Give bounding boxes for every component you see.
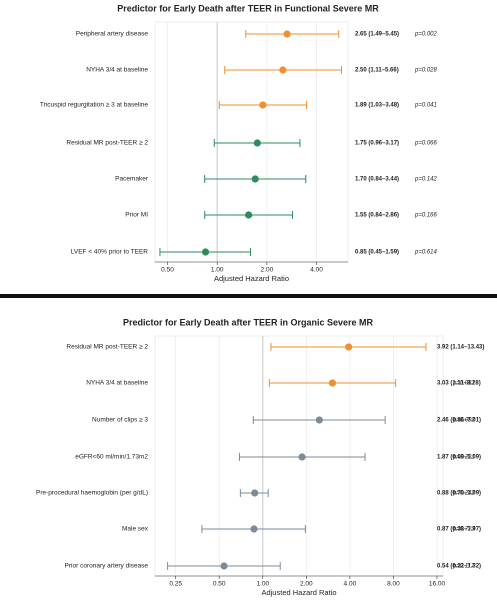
p-value: p=0.092 <box>452 418 476 424</box>
value-label: 2.50 (1.11–5.66) <box>355 68 399 74</box>
p-value: p=0.117 <box>452 564 475 570</box>
point <box>315 416 323 424</box>
value-label: 1.55 (0.84–2.86) <box>355 213 399 219</box>
value-label: 2.65 (1.49–5.45) <box>355 32 399 38</box>
point <box>250 525 258 533</box>
value-label: 0.85 (0.45–1.59) <box>355 250 399 256</box>
x-axis-label: Adjusted Hazard Ratio <box>261 588 336 597</box>
row-label: Prior coronary artery disease <box>65 563 149 570</box>
x-tick-label: 0.50 <box>161 267 174 274</box>
value-label: 0.88 (0.70–1.09) <box>437 491 481 497</box>
x-tick-label: 0.25 <box>169 581 182 588</box>
p-value: p=0.242 <box>452 491 476 497</box>
p-value: p=0.041 <box>414 103 437 109</box>
p-value: p=0.031 <box>452 381 475 387</box>
value-label: 1.87 (0.69–5.09) <box>437 455 481 461</box>
row-label: Pacemaker <box>115 176 149 183</box>
point <box>328 379 337 387</box>
value-label: 2.46 (0.86–7.01) <box>437 418 481 424</box>
row-label: NYHA 3/4 at baseline <box>86 380 148 387</box>
value-label: 0.87 (0.38–1.97) <box>437 527 481 533</box>
value-label: 3.03 (1.11–8.28) <box>437 381 481 387</box>
value-label: 0.54 (0.22–1.32) <box>437 564 481 570</box>
p-value: p=0.221 <box>452 455 475 461</box>
p-value: p=0.066 <box>414 141 438 147</box>
x-tick-label: 1.00 <box>211 267 224 274</box>
x-tick-label: 4.00 <box>344 581 357 588</box>
p-value: p=0.028 <box>414 68 438 74</box>
point <box>298 453 306 461</box>
point <box>251 489 259 497</box>
value-label: 1.89 (1.03–3.48) <box>355 103 399 109</box>
row-label: Residual MR post-TEER ≥ 2 <box>66 140 148 147</box>
x-tick-label: 1.00 <box>256 581 269 588</box>
point <box>245 211 253 219</box>
point <box>259 101 267 109</box>
chart-title: Predictor for Early Death after TEER in … <box>123 317 374 327</box>
p-value: p=0.723 <box>452 527 476 533</box>
row-label: Peripheral artery disease <box>76 31 149 38</box>
plot-panel <box>154 21 349 263</box>
x-axis-label: Adjusted Hazard Ratio <box>214 274 289 283</box>
x-tick-label: 16.00 <box>429 581 446 588</box>
p-value: p=0.002 <box>414 32 438 38</box>
point <box>279 66 287 74</box>
row-label: LVEF < 40% prior to TEER <box>71 249 149 256</box>
row-label: NYHA 3/4 at baseline <box>86 67 148 74</box>
point <box>201 248 210 256</box>
x-tick-label: 2.00 <box>261 267 274 274</box>
row-label: Prior MI <box>125 212 148 219</box>
row-label: Male sex <box>122 526 149 533</box>
row-label: Tricuspid regurgitation ≥ 3 at baseline <box>40 102 148 109</box>
p-value: p=0.614 <box>414 250 438 256</box>
p-value: p=0.142 <box>414 177 438 183</box>
point <box>253 139 261 147</box>
point <box>283 30 291 38</box>
point <box>251 175 259 183</box>
row-label: eGFR<60 ml/min/1.73m2 <box>75 454 148 461</box>
point <box>345 343 353 351</box>
row-label: Pre-procedural haemoglobin (per g/dL) <box>36 490 148 497</box>
p-value: p=0.166 <box>414 213 438 219</box>
x-tick-label: 4.00 <box>310 267 323 274</box>
value-label: 1.75 (0.96–3.17) <box>355 141 399 147</box>
x-tick-label: 0.50 <box>213 581 226 588</box>
chart-title: Predictor for Early Death after TEER in … <box>117 3 379 13</box>
point <box>220 562 228 570</box>
value-label: 1.70 (0.84–3.44) <box>355 177 399 183</box>
value-label: 3.92 (1.14–13.43) <box>437 345 484 351</box>
row-label: Number of clips ≥ 3 <box>92 417 148 424</box>
row-label: Residual MR post-TEER ≥ 2 <box>66 344 148 351</box>
separator <box>0 294 497 298</box>
x-tick-label: 2.00 <box>300 581 313 588</box>
x-tick-label: 8.00 <box>387 581 400 588</box>
